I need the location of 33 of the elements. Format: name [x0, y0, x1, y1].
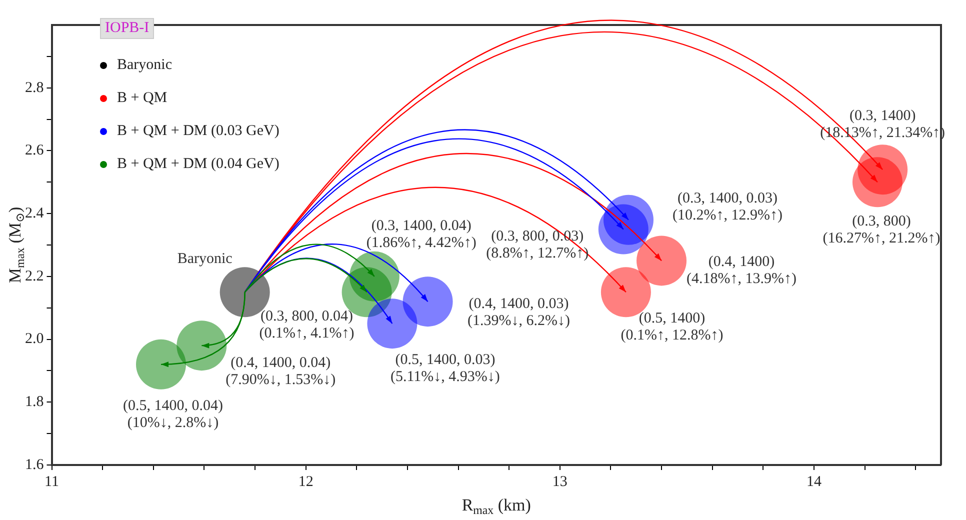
legend-label: Baryonic: [117, 57, 172, 74]
x-tick-label: 14: [806, 474, 822, 490]
annotation: (0.3, 800) (16.27%↑, 21.2%↑): [822, 214, 940, 247]
y-tick-label: 1.8: [25, 394, 44, 410]
y-tick-label: 1.6: [25, 456, 44, 473]
y-tick-label: 2.6: [25, 142, 44, 159]
y-tick-label: 2.0: [25, 331, 44, 348]
legend-label: B + QM + DM (0.03 GeV): [117, 123, 280, 140]
point: [852, 157, 902, 208]
x-tick-label: 12: [298, 474, 314, 490]
y-tick-label: 2.4: [25, 206, 44, 222]
annotation: (0.3, 1400, 0.03) (10.2%↑, 12.9%↑): [672, 190, 782, 224]
y-tick-label: 2.8: [25, 80, 44, 96]
x-tick-label: 13: [552, 474, 568, 490]
legend-label: B + QM: [117, 90, 168, 107]
legend-label: B + QM + DM (0.04 GeV): [117, 156, 280, 173]
annotation: (0.3, 800, 0.04) (0.1%↑, 4.1%↑): [259, 308, 354, 342]
annotation: Baryonic: [177, 251, 233, 268]
point: [402, 276, 453, 327]
point: [367, 298, 418, 349]
annotation: (0.4, 1400) (4.18%↑, 13.9%↑): [686, 254, 797, 288]
annotation: (0.5, 1400, 0.03) (5.11%↓, 4.93%↓): [390, 352, 500, 386]
annotation: (0.4, 1400, 0.04) (7.90%↓, 1.53%↓): [226, 355, 336, 388]
annotation: (0.5, 1400) (0.1%↑, 12.8%↑): [620, 310, 724, 344]
point: [598, 204, 648, 254]
x-tick-label: 11: [44, 474, 59, 490]
point: [636, 236, 687, 286]
annotation: (0.4, 1400, 0.03) (1.39%↓, 6.2%↓): [468, 296, 570, 330]
y-tick-label: 2.2: [25, 268, 44, 284]
annotation: (0.3, 1400, 0.04) (1.86%↑, 4.42%↑): [366, 218, 476, 251]
legend-title: IOPB-I: [100, 18, 154, 39]
point: [136, 339, 186, 390]
annotation: (0.5, 1400, 0.04) (10%↓, 2.8%↓): [123, 398, 224, 431]
